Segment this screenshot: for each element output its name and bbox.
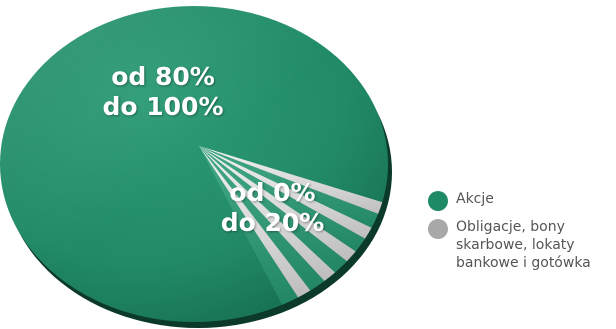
legend-item-bonds: Obligacje, bony skarbowe, lokaty bankowe…: [428, 218, 614, 272]
slice-label-bonds: od 0% do 20%: [205, 178, 340, 238]
slice-label-stocks-line2: do 100%: [102, 92, 224, 121]
legend: Akcje Obligacje, bony skarbowe, lokaty b…: [428, 190, 614, 282]
legend-swatch-stocks: [428, 191, 448, 211]
slice-label-bonds-line2: do 20%: [220, 208, 325, 237]
legend-label-bonds-line3: bankowe i gotówka: [456, 255, 591, 271]
pie-sheen: [0, 6, 388, 322]
legend-label-stocks: Akcje: [456, 191, 494, 207]
legend-label-bonds-line2: skarbowe, lokaty: [456, 237, 575, 253]
slice-label-stocks-line1: od 80%: [111, 62, 215, 91]
legend-item-stocks: Akcje: [428, 190, 614, 211]
slice-label-bonds-line1: od 0%: [229, 178, 316, 207]
legend-swatch-bonds: [428, 219, 448, 239]
slice-label-stocks: od 80% do 100%: [78, 62, 248, 122]
legend-label-bonds-line1: Obligacje, bony: [456, 219, 565, 235]
